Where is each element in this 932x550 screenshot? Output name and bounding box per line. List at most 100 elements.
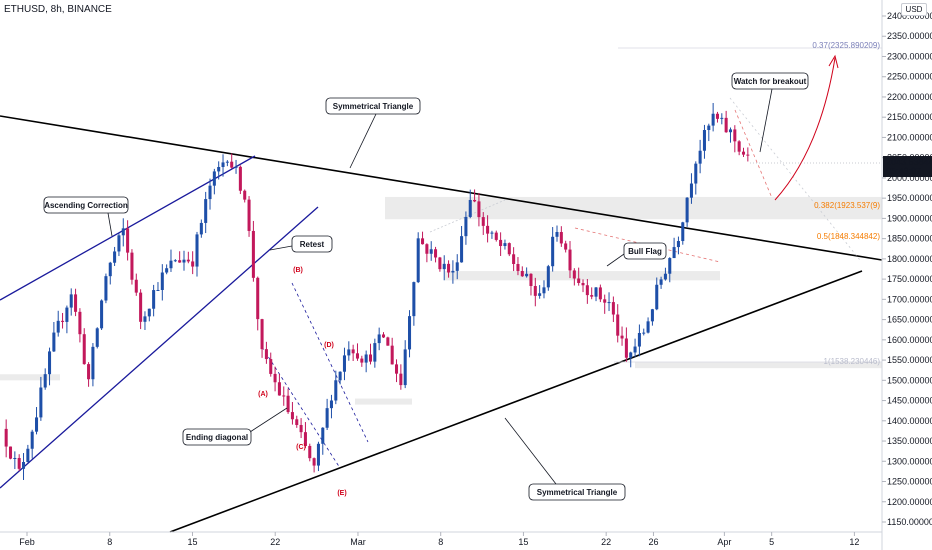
candle-body [529,273,533,287]
candle-body [468,199,472,217]
candle-body [208,185,212,200]
candle-body [78,311,82,335]
y-tick-label: 1700.000000 [887,294,932,304]
candle-body [399,373,403,386]
callout-box [182,428,252,446]
candle-body [746,154,750,156]
candle-body [325,408,329,428]
candle-body [707,125,711,131]
callout-label: Ending diagonal [186,433,248,442]
callout-box [731,72,809,90]
y-tick-label: 2150.000000 [887,112,932,122]
candle-body [386,337,390,346]
candle-body [39,387,43,418]
candle-body [303,432,307,446]
candle-body [672,247,676,259]
candle-body [572,270,576,279]
y-tick-label: 2350.000000 [887,31,932,41]
candle-body [160,272,164,290]
candle-body [87,364,91,380]
candle-body [299,424,303,433]
ticker-title: ETHUSD, 8h, BINANCE [4,4,112,15]
candle-body [663,273,667,280]
y-tick-label: 1800.000000 [887,254,932,264]
candle-body [56,320,60,333]
candle-body [538,293,542,296]
callout-pointer [107,212,113,237]
candle-body [290,412,294,420]
candle-body [82,334,86,365]
candle-body [217,167,221,172]
ascending-channel-lower [0,206,319,489]
fib-label: 0.382(1923.537(9) [814,201,880,210]
candle-body [520,271,524,277]
wave-labels: (A) (B) (C) (D) (E) [258,267,347,497]
callout-label: Ascending Correction [44,201,128,210]
candle-body [134,279,138,293]
candle-body [225,161,229,163]
candle-body [555,232,559,237]
candle-body [195,234,199,267]
breakout-arrow [774,57,836,201]
candle-body [715,113,719,119]
candle-body [4,428,8,447]
candle-body [334,380,338,401]
candle-body [598,287,602,300]
annotations: Symmetrical Triangle Ascending Correction… [43,72,809,501]
candle-body [581,283,585,286]
fib-label: 1(1538.230446) [824,357,881,366]
candle-body [117,235,121,252]
candle-body [360,358,364,363]
currency-badge[interactable]: USD [901,3,927,16]
x-tick-label: 12 [849,537,859,547]
candle-body [481,217,485,226]
candle-body [564,243,568,250]
x-tick-label: 5 [769,537,774,547]
y-axis[interactable]: 2400.000000 2350.000000 2300.000000 2250.00… [882,11,932,527]
candle-body [295,419,299,425]
flag-guide [429,199,506,233]
fib-label: 0.37(2325.890209) [812,41,880,50]
candle-body [74,294,78,312]
candle-body [221,162,225,168]
candle-body [512,254,516,265]
callout-box [43,196,129,214]
y-tick-label: 1900.000000 [887,213,932,223]
wave-label: (A) [258,391,268,398]
candle-body [377,334,381,344]
candle-body [702,130,706,151]
breakout-arrowhead [828,54,839,69]
y-tick-label: 1400.000000 [887,416,932,426]
candle-body [694,163,698,184]
candle-body [668,258,672,274]
candle-body [364,354,368,363]
candle-body [95,328,99,347]
y-tick-label: 2300.000000 [887,51,932,61]
callout-pointer [504,417,557,485]
candle-body [104,276,108,301]
callout-label: Watch for breakout [734,77,807,86]
candle-body [533,286,537,296]
candle-body [8,446,13,459]
candle-body [551,236,555,267]
candle-body [594,287,598,297]
candle-body [425,244,429,254]
candle-body [321,427,325,444]
candle-body [720,117,724,119]
candle-body [434,249,438,258]
candle-body [212,171,216,186]
candle-body [121,228,125,236]
candle-body [737,141,741,152]
support-resistance-zones [0,196,882,405]
x-axis[interactable]: Feb 8 15 22 Mar 8 15 22 26 Apr 5 12 [19,532,859,547]
candle-body [91,346,95,380]
y-tick-label: 2000.000000 [887,173,932,183]
callout-box [291,235,333,253]
candle-body [394,364,399,374]
candle-body [525,273,529,277]
candle-body [126,228,130,253]
candle-body [342,355,346,372]
candle-body [165,268,169,273]
